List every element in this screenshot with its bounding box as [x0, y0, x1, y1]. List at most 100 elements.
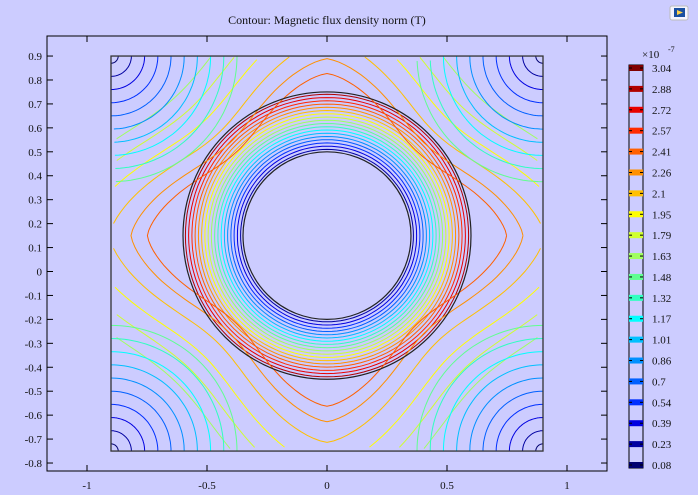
y-tick-label: 0.2 — [28, 219, 42, 231]
colorbar-legend: ×10 -7 3.04 2.88 2.72 2.57 2.41 2.26 2.1 1.95 1.… — [628, 45, 675, 472]
contour-line — [204, 113, 450, 358]
contour-line — [227, 135, 427, 336]
contour-line — [482, 56, 544, 117]
y-tick-label: 0.4 — [28, 171, 42, 183]
chart-title: Contour: Magnetic flux density norm (T) — [228, 13, 426, 27]
colorbar-label: 2.1 — [652, 188, 666, 200]
colorbar-label: 2.57 — [652, 126, 672, 138]
colorbar-swatch — [629, 399, 643, 406]
colorbar-label: 0.39 — [652, 418, 672, 430]
contour-line — [442, 351, 544, 452]
colorbar-label: 1.79 — [652, 230, 672, 242]
colorbar-label: 0.23 — [652, 439, 672, 451]
contour-line — [482, 390, 543, 452]
geometry-square — [110, 55, 544, 452]
contour-line — [442, 55, 544, 156]
colorbar-label: 0.54 — [652, 397, 672, 409]
contour-line — [111, 403, 159, 452]
colorbar-swatch — [629, 211, 643, 218]
x-tick-label: 0 — [324, 480, 330, 492]
contour-line — [110, 56, 146, 91]
contour-line — [495, 56, 543, 104]
contour-line — [201, 109, 453, 362]
contour-line — [217, 126, 437, 345]
colorbar-label: 1.01 — [652, 335, 671, 347]
y-tick-label: -0.7 — [25, 434, 43, 446]
contour-line — [535, 443, 543, 452]
colorbar-label: 1.17 — [652, 314, 672, 326]
contour-line — [114, 59, 540, 448]
contour-line — [456, 364, 543, 452]
contour-line — [197, 106, 457, 365]
contour-line — [522, 430, 543, 452]
colorbar-swatch — [629, 273, 643, 280]
colorbar-swatch — [629, 462, 643, 468]
contour-line — [116, 57, 538, 449]
x-axis: -1 -0.5 0 0.5 1 — [82, 36, 570, 492]
contour-line — [188, 97, 466, 375]
contour-line — [223, 132, 431, 339]
colorbar-swatch — [629, 106, 643, 113]
contour-line — [113, 56, 541, 443]
contour-line — [113, 55, 185, 130]
contour-line — [130, 58, 524, 423]
contour-line — [111, 56, 119, 64]
y-tick-label: 0.6 — [28, 123, 42, 135]
contour-line — [111, 56, 159, 104]
contour-lines — [110, 55, 544, 452]
contour-line — [210, 119, 444, 352]
colorbar-swatch — [629, 148, 643, 155]
contour-line — [111, 364, 198, 452]
contour-line — [522, 56, 543, 77]
colorbar-label: 1.95 — [652, 209, 672, 221]
y-tick-label: 0.7 — [28, 99, 42, 111]
geometry-circle — [242, 151, 412, 320]
contour-line — [191, 100, 463, 371]
colorbar-label: 0.7 — [652, 376, 666, 388]
contour-line — [116, 56, 538, 448]
colorbar-swatch — [629, 336, 643, 343]
y-tick-label: 0 — [37, 267, 43, 279]
colorbar-swatch — [629, 127, 643, 134]
contour-line — [508, 56, 544, 91]
contour-line — [469, 55, 544, 130]
colorbar-swatch — [629, 378, 643, 385]
y-axis: 0.9 0.8 0.7 0.6 0.5 0.4 0.3 0.2 0.1 0 -0.1 -0.2 -0.3… — [25, 51, 607, 470]
contour-line — [416, 324, 544, 452]
y-tick-label: -0.1 — [25, 290, 42, 302]
colorbar-label: 1.63 — [652, 251, 672, 263]
y-tick-label: 0.5 — [28, 147, 42, 159]
colorbar-label: 0.08 — [652, 460, 672, 472]
contour-line — [114, 55, 212, 156]
contour-line — [207, 116, 447, 355]
export-icon[interactable] — [669, 5, 689, 21]
contour-line — [146, 72, 508, 407]
contour-line — [194, 103, 460, 368]
contour-line — [111, 390, 172, 452]
colorbar-swatch — [629, 315, 643, 322]
colorbar-exponent-base: ×10 — [642, 49, 660, 61]
y-tick-label: -0.3 — [25, 338, 43, 350]
contour-line — [111, 56, 132, 77]
colorbar-swatch — [629, 169, 643, 176]
colorbar-frame — [628, 64, 644, 469]
contour-line — [184, 93, 470, 378]
colorbar-label: 2.41 — [652, 147, 671, 159]
geometry-circle — [182, 91, 472, 380]
colorbar-swatch — [629, 294, 643, 301]
y-tick-label: 0.1 — [28, 243, 42, 255]
colorbar-swatch — [629, 85, 643, 92]
contour-line — [110, 351, 212, 452]
contour-line — [115, 55, 225, 169]
y-tick-label: -0.6 — [25, 410, 43, 422]
colorbar-swatch — [629, 420, 643, 427]
contour-line — [236, 145, 418, 326]
colorbar-label: 1.32 — [652, 293, 671, 305]
contour-line — [429, 338, 544, 452]
colorbar-swatch — [629, 253, 643, 260]
contour-line — [110, 56, 172, 117]
contour-line — [495, 403, 543, 452]
colorbar-label: 2.26 — [652, 167, 672, 179]
colorbar-swatch — [629, 190, 643, 197]
